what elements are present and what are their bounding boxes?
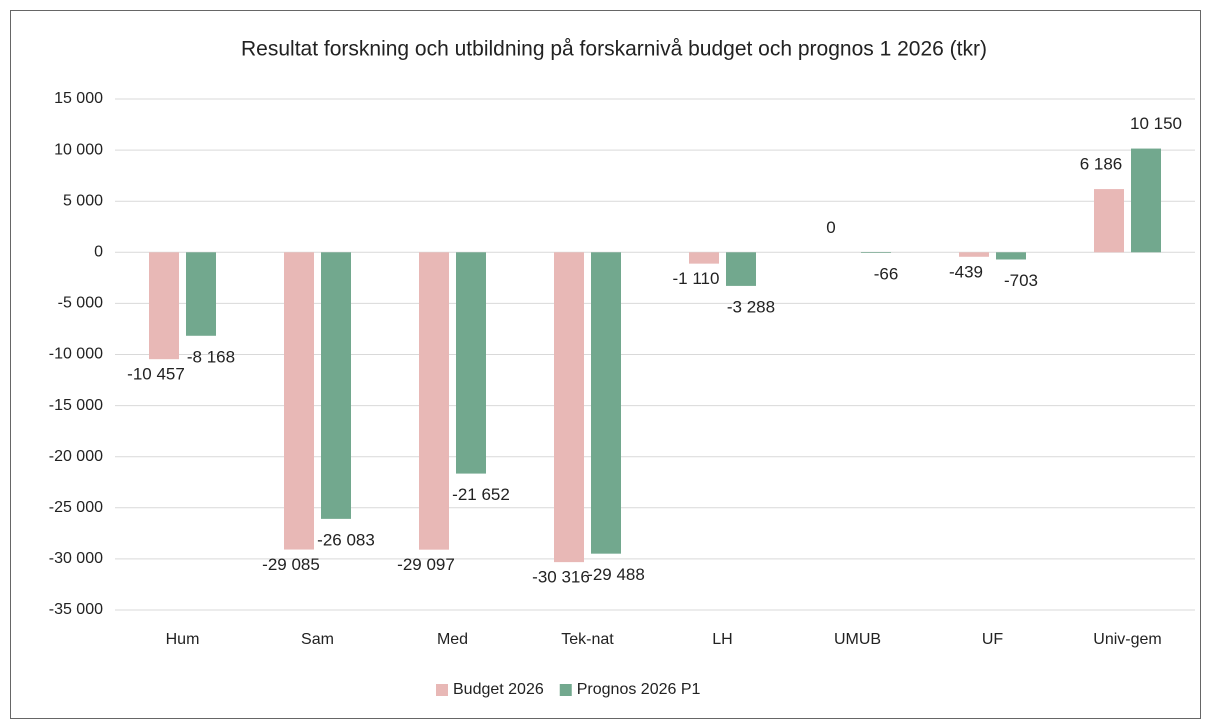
value-label: -29 097 (397, 555, 455, 574)
bar (1131, 148, 1161, 253)
value-label: -8 168 (187, 347, 235, 366)
value-label: -439 (949, 262, 983, 281)
x-tick-label: Med (437, 631, 468, 648)
value-label: -29 488 (587, 565, 645, 584)
bar (186, 252, 216, 336)
value-label: 6 186 (1080, 155, 1123, 174)
y-tick-label: -25 000 (49, 499, 103, 516)
bar (861, 252, 891, 253)
legend-swatch (436, 684, 448, 696)
x-tick-label: Univ-gem (1093, 631, 1161, 648)
x-tick-label: Sam (301, 631, 334, 648)
y-tick-label: 10 000 (54, 141, 103, 158)
value-label: 10 150 (1130, 114, 1182, 133)
x-tick-label: LH (712, 631, 732, 648)
y-tick-label: -30 000 (49, 550, 103, 567)
value-label: 0 (826, 218, 835, 237)
bar (726, 252, 756, 286)
bar (689, 252, 719, 264)
bar (456, 252, 486, 474)
y-tick-label: 0 (94, 244, 103, 261)
bar (419, 252, 449, 550)
bar (959, 252, 989, 257)
x-tick-label: UF (982, 631, 1004, 648)
value-label: -703 (1004, 271, 1038, 290)
x-tick-label: UMUB (834, 631, 881, 648)
y-tick-label: -20 000 (49, 448, 103, 465)
value-label: -1 110 (673, 269, 720, 288)
value-label: -21 652 (452, 485, 510, 504)
y-tick-label: 15 000 (54, 90, 103, 107)
legend-label: Budget 2026 (453, 681, 544, 698)
y-tick-label: -15 000 (49, 397, 103, 414)
bar (996, 252, 1026, 260)
chart-title: Resultat forskning och utbildning på for… (241, 38, 987, 61)
bar (284, 252, 314, 550)
y-tick-label: -5 000 (58, 295, 103, 312)
bar (591, 252, 621, 554)
bar (554, 252, 584, 563)
bar (1094, 189, 1124, 253)
value-label: -26 083 (317, 530, 375, 549)
x-tick-label: Tek-nat (561, 631, 614, 648)
value-label: -29 085 (262, 555, 320, 574)
value-label: -3 288 (727, 297, 775, 316)
legend-label: Prognos 2026 P1 (577, 681, 701, 698)
bar (321, 252, 351, 519)
x-tick-label: Hum (166, 631, 200, 648)
y-tick-label: -35 000 (49, 601, 103, 618)
legend-swatch (559, 684, 572, 696)
value-label: -10 457 (127, 365, 185, 384)
bar (149, 252, 179, 360)
y-tick-label: 5 000 (63, 192, 103, 209)
value-label: -66 (874, 264, 899, 283)
value-label: -30 316 (532, 568, 590, 587)
y-tick-label: -10 000 (49, 346, 103, 363)
